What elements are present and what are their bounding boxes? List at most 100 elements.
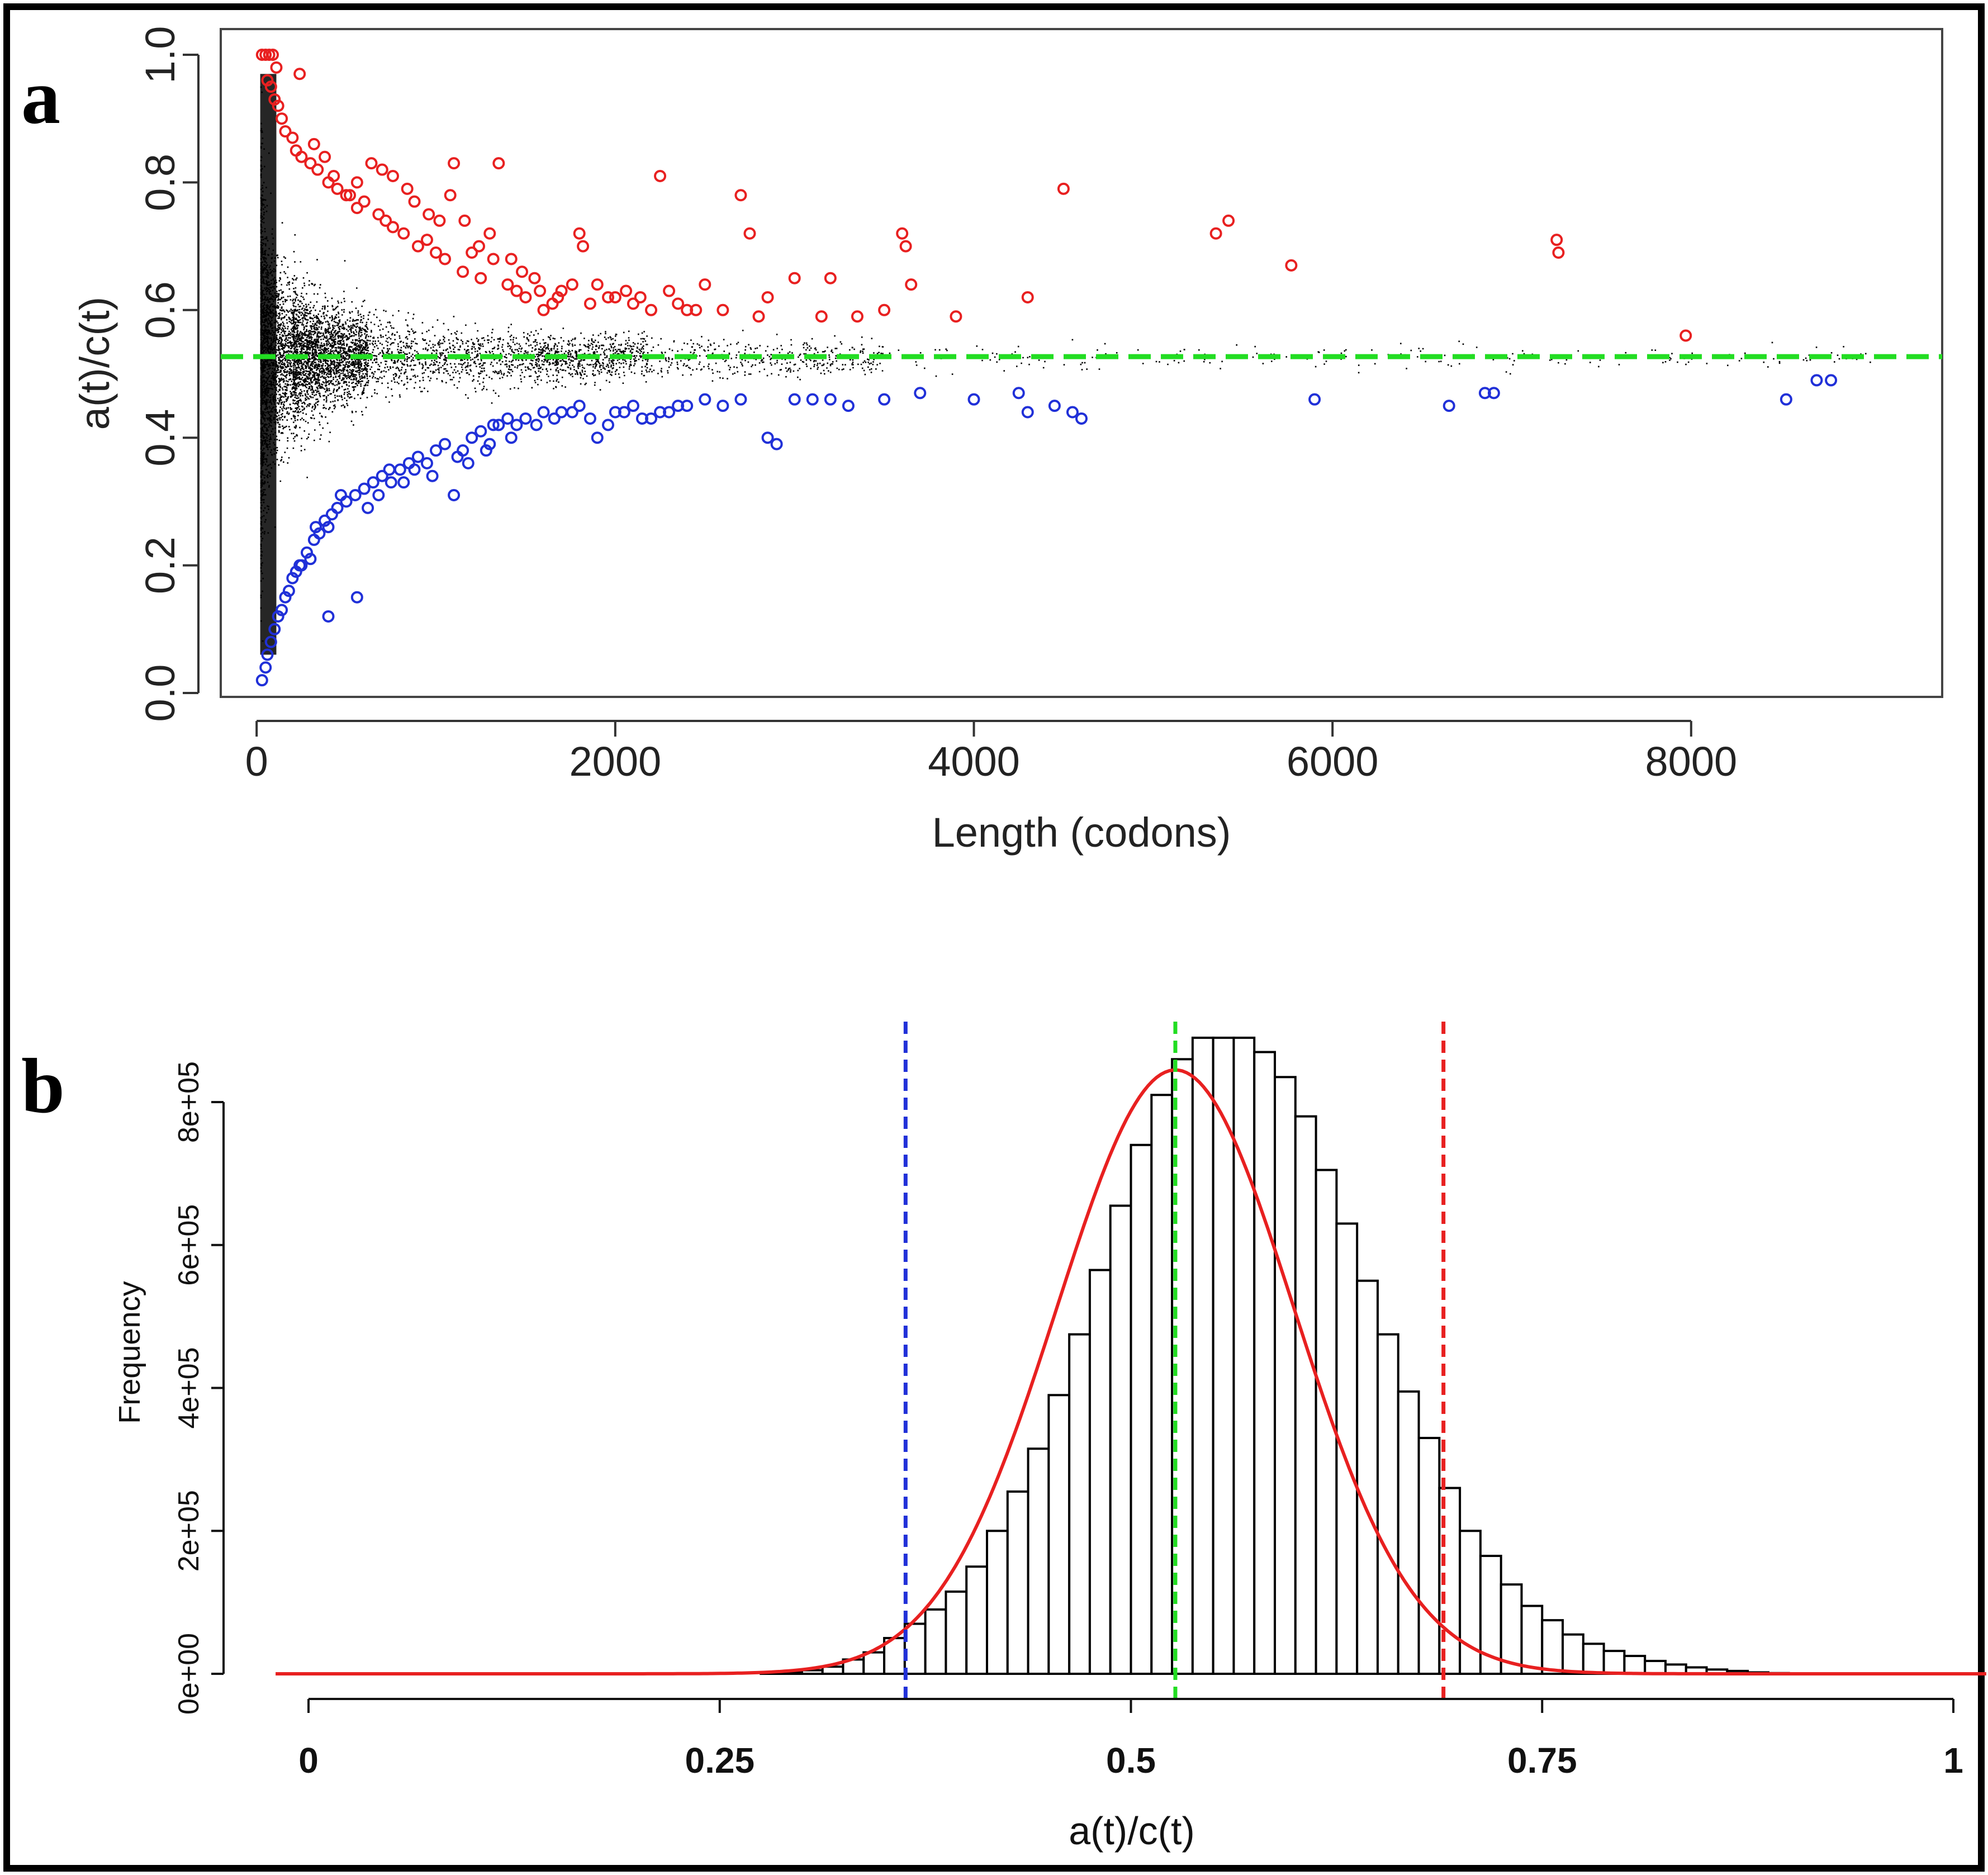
- panel-a-point-red: [734, 189, 747, 202]
- panel-b-bar: [1562, 1633, 1584, 1675]
- panel-a-point-red: [268, 93, 281, 106]
- panel-a-point-red: [340, 189, 353, 202]
- panel-b-y-tick-label: 2e+05: [173, 1490, 205, 1572]
- panel-a-point-red: [743, 227, 756, 240]
- panel-a-point-red: [286, 131, 299, 144]
- panel-a-point-blue: [466, 431, 478, 444]
- panel-a-point-red: [376, 163, 388, 176]
- panel-a-point-red: [350, 176, 363, 189]
- panel-a-point-red: [555, 284, 568, 297]
- panel-a-point-blue: [358, 482, 371, 495]
- panel-a-point-red: [583, 297, 596, 310]
- panel-b-bar: [1232, 1036, 1256, 1675]
- panel-b-bar: [1006, 1490, 1029, 1675]
- panel-a-point-red: [602, 291, 614, 303]
- panel-a-point-red: [267, 49, 279, 61]
- panel-a-point-red: [950, 310, 962, 323]
- panel-a-point-blue: [293, 559, 306, 572]
- panel-a-point-red: [896, 227, 909, 240]
- panel-a-point-red: [609, 291, 621, 303]
- panel-a-point-red: [444, 189, 457, 202]
- panel-a-point-red: [905, 278, 918, 291]
- panel-a-point-red: [261, 74, 274, 87]
- panel-b-x-tick-label: 1: [1943, 1740, 1963, 1781]
- panel-a-point-blue: [1066, 406, 1079, 419]
- panel-a-point-red: [717, 303, 729, 316]
- panel-a-point-blue: [1048, 400, 1061, 412]
- panel-b-bar: [1294, 1115, 1317, 1675]
- panel-a-point-red: [761, 291, 774, 303]
- figure-border: [3, 3, 1985, 1872]
- panel-a-point-red: [573, 227, 586, 240]
- panel-a-point-blue: [788, 393, 801, 406]
- panel-a-y-tick-label: 1.0: [137, 26, 183, 84]
- panel-a-point-blue: [261, 648, 274, 661]
- panel-b-bar: [1274, 1076, 1297, 1675]
- panel-a-point-blue: [761, 431, 774, 444]
- panel-a-point-blue: [313, 527, 326, 540]
- panel-a-point-blue: [426, 469, 439, 482]
- panel-a-point-blue: [349, 488, 362, 501]
- panel-b-bar: [1644, 1659, 1667, 1675]
- panel-b-x-tick-label: 0: [298, 1740, 319, 1781]
- panel-a-point-red: [365, 157, 378, 170]
- panel-b-bar: [1500, 1583, 1523, 1675]
- panel-b-y-tick-label: 4e+05: [173, 1347, 205, 1428]
- panel-a-point-blue: [480, 444, 492, 457]
- panel-a-point-blue: [331, 501, 344, 514]
- panel-a-point-blue: [272, 610, 284, 623]
- panel-a-point-blue: [501, 412, 514, 425]
- panel-a-point-blue: [1021, 406, 1034, 419]
- panel-b-bar: [1027, 1447, 1050, 1675]
- panel-a-point-red: [293, 68, 306, 80]
- panel-a-y-tick-label: 0.8: [137, 154, 183, 211]
- panel-b-x-tick-label: 0.5: [1106, 1740, 1156, 1781]
- panel-a-point-blue: [276, 604, 288, 616]
- panel-a-point-blue: [255, 674, 268, 687]
- panel-a-point-red: [690, 303, 703, 316]
- panel-a-point-blue: [510, 419, 523, 431]
- panel-a-point-blue: [483, 438, 496, 450]
- panel-b-bar: [1088, 1269, 1112, 1675]
- panel-a-point-blue: [475, 425, 487, 438]
- panel-a-point-blue: [505, 431, 518, 444]
- panel-a-point-red: [276, 112, 288, 125]
- panel-a-point-red: [401, 182, 414, 195]
- panel-a-point-red: [295, 150, 308, 163]
- panel-a-black-point-cloud: [260, 74, 1871, 655]
- panel-a-point-red: [566, 278, 578, 291]
- panel-a-x-axis-title: Length (codons): [932, 809, 1231, 856]
- panel-b-y-axis-title: Frequency: [113, 1281, 146, 1423]
- panel-a-point-red: [878, 303, 891, 316]
- panel-a-point-blue: [1012, 387, 1025, 400]
- panel-a-point-red: [634, 291, 647, 303]
- panel-a-letter: a: [21, 54, 60, 140]
- panel-a-cloud-spine: [260, 74, 277, 655]
- panel-a-point-red: [372, 208, 385, 221]
- panel-a-point-blue: [1487, 387, 1500, 400]
- panel-a-point-red: [319, 150, 331, 163]
- panel-a-point-blue: [487, 419, 500, 431]
- panel-b-fit-curve-layer: [276, 1068, 1986, 1675]
- panel-a-point-red: [475, 272, 487, 284]
- panel-a-point-blue: [393, 463, 406, 476]
- panel-a-point-red: [851, 310, 863, 323]
- panel-a-point-red: [408, 195, 421, 208]
- panel-a-point-blue: [310, 521, 322, 534]
- panel-a-point-blue: [878, 393, 891, 406]
- panel-a-point-red: [1552, 246, 1565, 259]
- panel-a-point-red: [331, 182, 344, 195]
- panel-a-point-red: [501, 278, 514, 291]
- panel-a-y-tick-label: 0.4: [137, 409, 183, 467]
- panel-a-point-blue: [537, 406, 550, 419]
- panel-a-point-blue: [1780, 393, 1792, 406]
- panel-b-x-axis: 0 0.25 0.5 0.75 1: [298, 1698, 1963, 1781]
- panel-a-x-tick-label: 6000: [1287, 738, 1379, 785]
- panel-a-point-blue: [451, 450, 464, 463]
- panel-a-point-blue: [259, 661, 272, 674]
- panel-b-bar: [1417, 1437, 1441, 1675]
- panel-b-bar: [1356, 1279, 1379, 1675]
- panel-a-point-blue: [548, 412, 561, 425]
- panel-a-point-red: [430, 246, 442, 259]
